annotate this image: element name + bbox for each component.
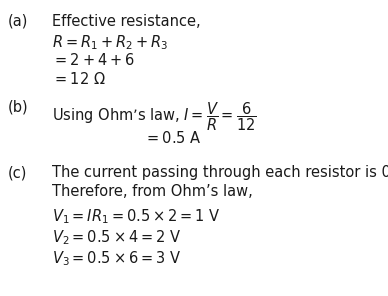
Text: $V_3 = 0.5 \times 6 = 3\ \mathrm{V}$: $V_3 = 0.5 \times 6 = 3\ \mathrm{V}$ [52, 249, 181, 268]
Text: $V_1 = IR_1 = 0.5 \times 2 = 1\ \mathrm{V}$: $V_1 = IR_1 = 0.5 \times 2 = 1\ \mathrm{… [52, 207, 221, 226]
Text: (a): (a) [8, 14, 28, 29]
Text: $V_2 = 0.5 \times 4 = 2\ \mathrm{V}$: $V_2 = 0.5 \times 4 = 2\ \mathrm{V}$ [52, 228, 181, 247]
Text: $= 2 + 4 + 6$: $= 2 + 4 + 6$ [52, 52, 135, 68]
Text: (c): (c) [8, 165, 28, 180]
Text: The current passing through each resistor is 0.5 A,: The current passing through each resisto… [52, 165, 388, 180]
Text: Therefore, from Ohm’s law,: Therefore, from Ohm’s law, [52, 184, 253, 199]
Text: $= 12\ \Omega$: $= 12\ \Omega$ [52, 71, 106, 87]
Text: (b): (b) [8, 100, 29, 115]
Text: $R = R_1 + R_2 + R_3$: $R = R_1 + R_2 + R_3$ [52, 33, 168, 52]
Text: $= 0.5\ \mathrm{A}$: $= 0.5\ \mathrm{A}$ [144, 130, 202, 146]
Text: Effective resistance,: Effective resistance, [52, 14, 201, 29]
Text: Using Ohm’s law, $I = \dfrac{V}{R} = \dfrac{6}{12}$: Using Ohm’s law, $I = \dfrac{V}{R} = \df… [52, 100, 256, 133]
